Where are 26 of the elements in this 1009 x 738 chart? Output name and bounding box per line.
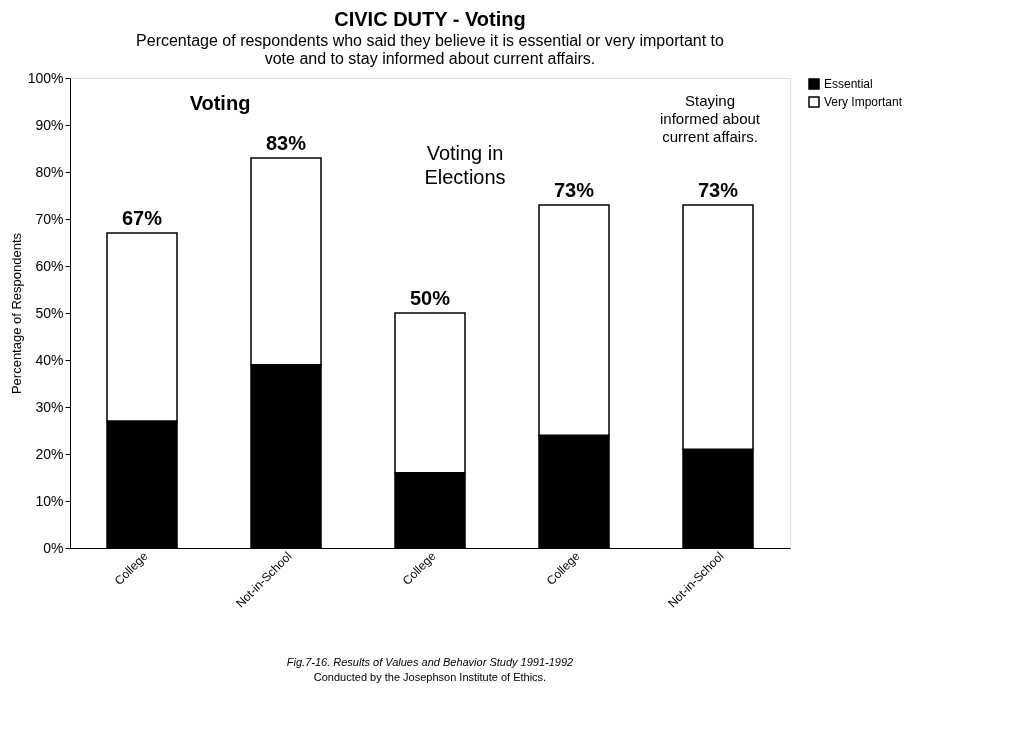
total-label: 83% <box>265 131 307 154</box>
caption: Fig.7-16. Results of Values and Behavior Study 1991-1992 <box>286 656 574 668</box>
y-tick-label: 90% <box>35 116 64 133</box>
chart-subtitle: Percentage of respondents who said they believe it is essential or very important to vote and to stay informed about current affairs. <box>136 32 725 67</box>
annotation: Voting <box>189 92 251 114</box>
chart-title: CIVIC DUTY - Voting <box>334 8 526 30</box>
annotation: Staying informed about current affairs. <box>659 92 761 145</box>
y-tick-label: 70% <box>35 210 64 227</box>
y-tick-label: 100% <box>27 69 64 86</box>
y-tick-label: 80% <box>35 163 64 180</box>
total-label: 73% <box>697 178 739 201</box>
y-axis-title: Percentage of Respondents <box>8 232 24 395</box>
annotation: Voting in Elections <box>424 142 506 188</box>
y-tick-label: 0% <box>43 539 64 556</box>
y-tick-label: 20% <box>35 445 64 462</box>
y-tick-label: 60% <box>35 257 64 274</box>
legend-label: Very Important <box>824 95 903 109</box>
legend-label: Essential <box>824 77 873 91</box>
y-tick-label: 30% <box>35 398 64 415</box>
total-label: 50% <box>409 287 451 309</box>
y-tick-label: 50% <box>35 304 64 321</box>
total-label: 67% <box>121 207 163 230</box>
y-tick-label: 40% <box>35 351 64 368</box>
text: Conducted by the Josephson Institute of Ethics. <box>313 671 547 683</box>
total-label: 73% <box>553 178 595 201</box>
y-tick-label: 10% <box>35 492 64 509</box>
